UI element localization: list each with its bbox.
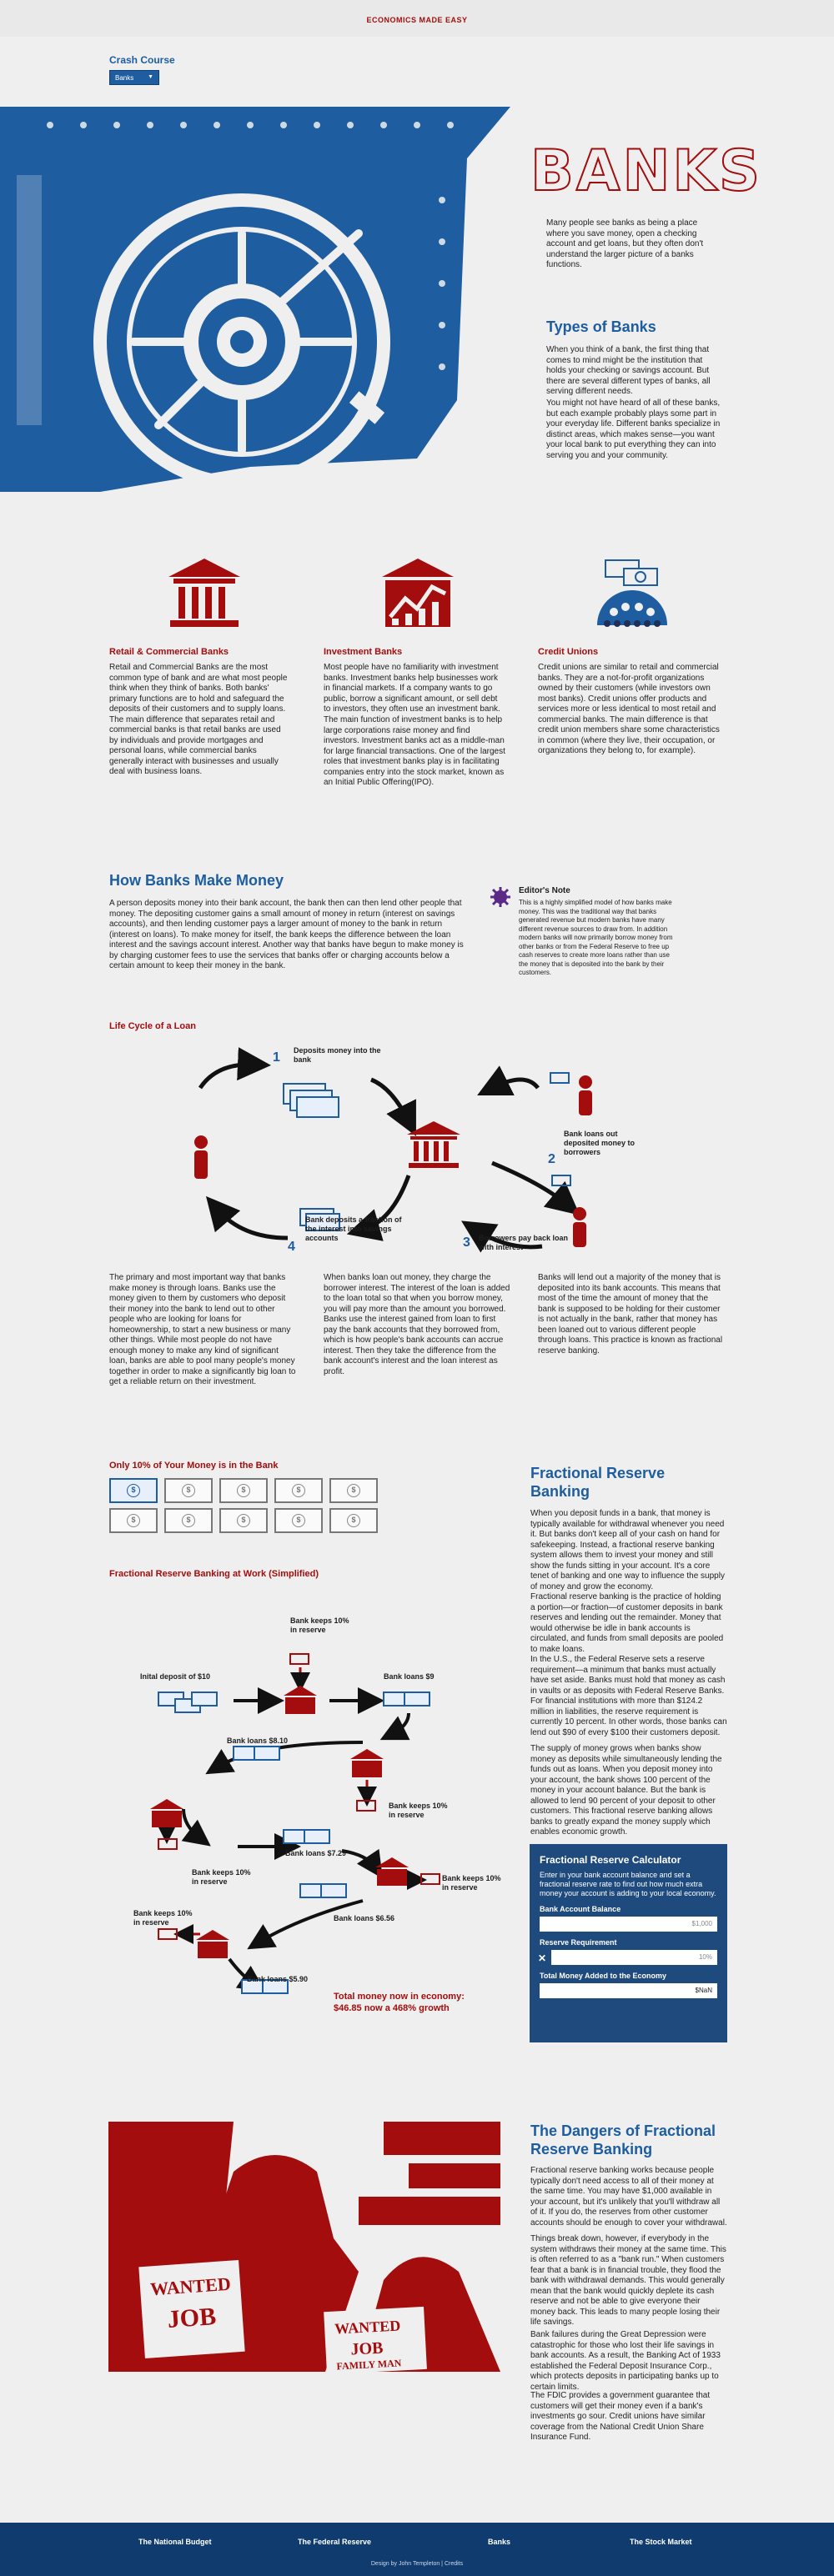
footer-credit[interactable]: Design by John Templeton | Credits — [370, 2561, 464, 2567]
bill-icon: $ — [109, 1508, 158, 1533]
step-4-number: 4 — [288, 1240, 295, 1254]
only10-heading: Only 10% of Your Money is in the Bank — [109, 1461, 279, 1471]
credit-union-title: Credit Unions — [538, 647, 599, 657]
bill-icon: $ — [219, 1508, 268, 1533]
step-3-number: 3 — [463, 1235, 470, 1250]
investment-title: Investment Banks — [324, 647, 403, 657]
total-output: $NaN — [540, 1983, 717, 1998]
clear-icon[interactable]: ✕ — [538, 1952, 547, 1964]
dangers-p3: Bank failures during the Great Depressio… — [530, 2330, 721, 2392]
loan-cycle-diagram: 1 2 3 4 — [194, 1047, 592, 1254]
bill-icon: $ — [164, 1478, 213, 1503]
retail-title: Retail & Commercial Banks — [109, 647, 229, 657]
label-keeps-5: Bank keeps 10% in reserve — [133, 1909, 193, 1927]
step-2-number: 2 — [548, 1152, 555, 1166]
page-title: BANKS — [530, 138, 763, 205]
step-4-label: Bank deposits a fraction of the interest… — [305, 1215, 402, 1242]
vault-illustration — [0, 107, 510, 492]
frac-p4: The supply of money grows when banks sho… — [530, 1744, 722, 1837]
credit-union-icon — [597, 559, 667, 627]
total-line-1: Total money now in economy: — [334, 1992, 465, 2002]
label-keeps-1: Bank keeps 10% in reserve — [290, 1616, 349, 1634]
total-label: Total Money Added to the Economy — [540, 1972, 667, 1980]
bill-icon: $ — [219, 1478, 268, 1503]
cycle-heading: Life Cycle of a Loan — [109, 1021, 196, 1031]
svg-text:JOB: JOB — [350, 2339, 384, 2359]
types-heading: Types of Banks — [546, 318, 656, 335]
types-p2: You might not have heard of all of these… — [546, 398, 721, 460]
balance-label: Bank Account Balance — [540, 1905, 621, 1913]
label-loans-2: Bank loans $8.10 — [227, 1737, 289, 1745]
page-select[interactable]: Banks ▼ — [109, 70, 159, 85]
reserve-input[interactable]: 10% — [551, 1950, 717, 1965]
bill-icon: $ — [274, 1478, 323, 1503]
work-heading: Fractional Reserve Banking at Work (Simp… — [109, 1569, 319, 1579]
editor-note-title: Editor's Note — [519, 886, 570, 895]
label-loans-3: Bank loans $7.29 — [285, 1849, 347, 1857]
reserve-flow-diagram — [150, 1653, 440, 1994]
frac-heading: Fractional Reserve Banking — [530, 1465, 666, 1500]
step-1-label: Deposits money into the bank — [294, 1046, 381, 1064]
frac-p1: When you deposit funds in a bank, that m… — [530, 1509, 725, 1591]
label-initial: Inital deposit of $10 — [140, 1672, 211, 1681]
frac-p3: In the U.S., the Federal Reserve sets a … — [530, 1655, 727, 1737]
site-title[interactable]: ECONOMICS MADE EASY — [366, 16, 468, 24]
dangers-p4: The FDIC provides a government guarantee… — [530, 2391, 711, 2442]
label-loans-4: Bank loans $6.56 — [334, 1914, 395, 1922]
investment-text-2: The main function of investment banks is… — [324, 715, 505, 787]
bill-icon: $ — [109, 1478, 158, 1503]
footer-link-stock-market[interactable]: The Stock Market — [630, 2538, 692, 2546]
credit-union-text: Credit unions are similar to retail and … — [538, 663, 720, 755]
footer-link-federal-reserve[interactable]: The Federal Reserve — [298, 2538, 372, 2546]
calculator-title: Fractional Reserve Calculator — [540, 1854, 681, 1866]
footer: The National Budget The Federal Reserve … — [0, 2523, 834, 2576]
bank-run-illustration: WANTED JOB WANTED JOB FAMILY MAN — [108, 2122, 500, 2372]
svg-text:JOB: JOB — [167, 2303, 218, 2333]
calculator-description: Enter in your bank account balance and s… — [540, 1871, 716, 1897]
footer-link-banks[interactable]: Banks — [488, 2538, 511, 2546]
reserve-label: Reserve Requirement — [540, 1938, 617, 1947]
step-2-label: Bank loans out deposited money to borrow… — [564, 1130, 636, 1156]
crash-course-label: Crash Course — [109, 54, 175, 66]
step-1-number: 1 — [273, 1050, 280, 1065]
label-keeps-2: Bank keeps 10% in reserve — [389, 1802, 448, 1819]
investment-bank-icon — [382, 559, 454, 627]
cycle-col-1: The primary and most important way that … — [109, 1273, 296, 1386]
label-keeps-3: Bank keeps 10% in reserve — [192, 1868, 251, 1886]
svg-text:FAMILY MAN: FAMILY MAN — [336, 2357, 402, 2372]
dangers-heading: The Dangers of Fractional Reserve Bankin… — [530, 2122, 716, 2158]
dangers-p1: Fractional reserve banking works because… — [530, 2166, 727, 2228]
retail-text: Retail and Commercial Banks are the most… — [109, 663, 288, 776]
hero-intro: Many people see banks as being a place w… — [546, 218, 704, 269]
bill-icon: $ — [164, 1508, 213, 1533]
investment-text: Most people have no familiarity with inv… — [324, 663, 500, 714]
svg-text:WANTED: WANTED — [334, 2317, 401, 2337]
bill-icon: $ — [329, 1478, 378, 1503]
reserve-calculator: Fractional Reserve Calculator Enter in y… — [530, 1844, 727, 2042]
chevron-down-icon: ▼ — [148, 74, 153, 80]
label-loans-1: Bank loans $9 — [384, 1672, 435, 1681]
footer-link-budget[interactable]: The National Budget — [138, 2538, 212, 2546]
bank-icon — [407, 1121, 460, 1168]
how-heading: How Banks Make Money — [109, 872, 284, 889]
frac-p2: Fractional reserve banking is the practi… — [530, 1592, 724, 1654]
cycle-col-3: Banks will lend out a majority of the mo… — [538, 1273, 723, 1356]
total-line-2: $46.85 now a 468% growth — [334, 2003, 450, 2013]
types-p1: When you think of a bank, the first thin… — [546, 345, 711, 396]
bill-icon: $ — [329, 1508, 378, 1533]
editor-note-text: This is a highly simplified model of how… — [519, 899, 673, 976]
cycle-col-2: When banks loan out money, they charge t… — [324, 1273, 510, 1376]
dangers-p2: Things break down, however, if everybody… — [530, 2234, 726, 2327]
how-text: A person deposits money into their bank … — [109, 899, 464, 970]
label-loans-5: Bank loans $5.90 — [247, 1975, 309, 1983]
step-3-label: Borrowers pay back loan with interest — [479, 1234, 569, 1251]
label-keeps-4: Bank keeps 10% in reserve — [442, 1874, 501, 1892]
bill-icon: $ — [274, 1508, 323, 1533]
retail-bank-icon — [168, 559, 240, 627]
page-select-value: Banks — [115, 74, 134, 82]
top-bar: ECONOMICS MADE EASY — [0, 0, 834, 37]
gear-icon — [490, 887, 510, 907]
balance-input[interactable]: $1,000 — [540, 1917, 717, 1932]
